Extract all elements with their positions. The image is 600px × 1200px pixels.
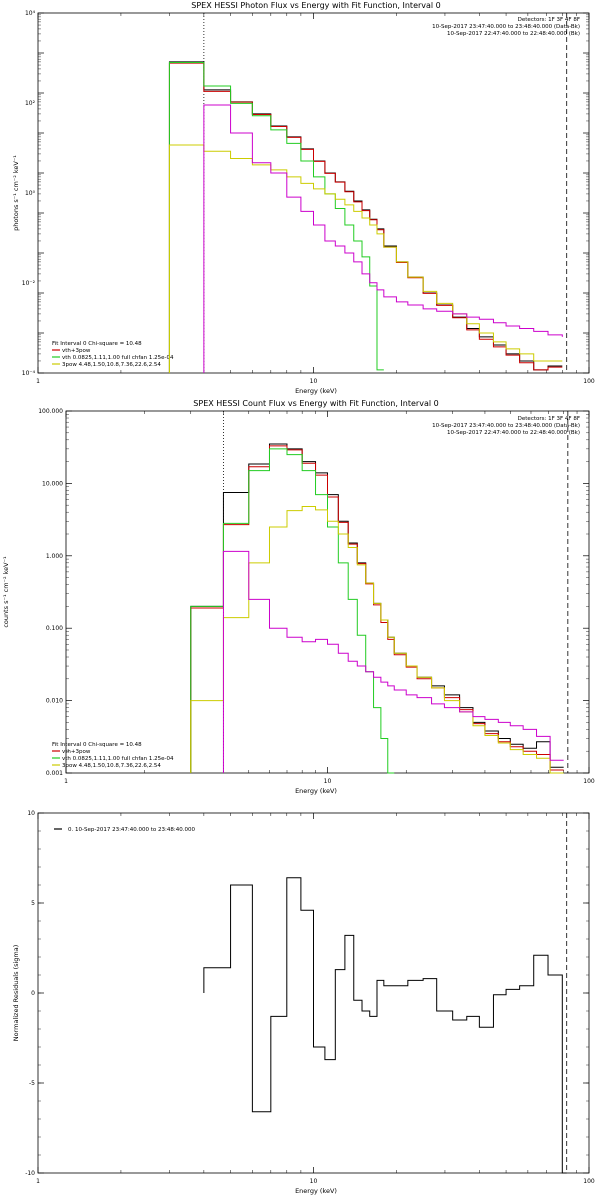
photon-chart-title: SPEX HESSI Photon Flux vs Energy with Fi…	[191, 1, 441, 10]
photon-x-tick-label: 100	[583, 378, 595, 385]
photon-y-tick-label: 10⁰	[25, 190, 36, 197]
count-x-tick-label: 100	[583, 778, 595, 785]
photon-legend-vth-label: vth 0.0825,1.11,1.00 full chfan 1.25e-04	[62, 355, 174, 361]
photon-fit-interval-label: Fit Interval 0 Chi-square = 10.48	[52, 341, 142, 347]
photon-y-tick-label: 10⁴	[25, 10, 36, 17]
residuals-y-tick-label: 10	[27, 810, 35, 817]
residuals-x-tick-label: 10	[310, 1178, 318, 1185]
photon-data-histogram-line	[168, 61, 563, 373]
count-y-tick-label: 0.100	[46, 625, 63, 632]
photon-plot-frame	[37, 12, 590, 374]
count-thermal-component-line	[190, 448, 395, 774]
count-legend-fit-label: vth+3pow	[62, 749, 91, 755]
count-x-axis-label: Energy (keV)	[295, 787, 337, 795]
count-y-tick-label: 0.001	[46, 770, 63, 777]
count-detectors-label: Detectors: 1F 3F 4F 8F	[518, 416, 580, 422]
count-y-tick-label: 1.000	[46, 553, 63, 560]
photon-legend-fit-label: vth+3pow	[62, 348, 91, 354]
count-y-axis-label: counts s⁻¹ cm⁻² keV⁻¹	[2, 556, 10, 628]
photon-y-tick-label: 10²	[25, 100, 36, 107]
count-flux-panel: SPEX HESSI Count Flux vs Energy with Fit…	[2, 399, 590, 795]
count-y-tick-label: 100.000	[38, 408, 63, 415]
count-y-tick-label: 0.010	[46, 698, 63, 705]
count-powerlaw-component-line	[190, 505, 564, 774]
count-x-tick-label: 10	[324, 778, 332, 785]
residuals-x-axis-label: Energy (keV)	[295, 1187, 337, 1195]
count-data-interval-label: 10-Sep-2017 23:47:40.000 to 23:48:40.000…	[432, 423, 580, 429]
photon-powerlaw-component-line	[168, 144, 563, 373]
photon-x-tick-label: 10	[310, 378, 318, 385]
residuals-x-tick-label: 100	[583, 1178, 595, 1185]
count-fit-interval-label: Fit Interval 0 Chi-square = 10.48	[52, 742, 142, 748]
photon-x-tick-label: 1	[36, 378, 40, 385]
count-plot-frame	[65, 410, 590, 774]
count-legend-vth-label: vth 0.0825,1.11,1.00 full chfan 1.25e-04	[62, 756, 174, 762]
count-background-line	[222, 550, 564, 773]
count-y-tick-label: 10.000	[42, 480, 63, 487]
residuals-y-tick-label: 0	[31, 990, 35, 997]
photon-bk-interval-label: 10-Sep-2017 22:47:40.000 to 22:48:40.000…	[447, 31, 580, 37]
residuals-panel: 0. 10-Sep-2017 23:47:40.000 to 23:48:40.…	[12, 812, 590, 1195]
count-total-fit-line	[190, 445, 564, 773]
residuals-y-tick-label: -5	[29, 1080, 35, 1087]
photon-y-tick-label: 10⁻²	[22, 280, 36, 287]
residuals-legend-label: 0. 10-Sep-2017 23:47:40.000 to 23:48:40.…	[68, 827, 195, 833]
residuals-y-tick-label: 5	[31, 900, 35, 907]
photon-detectors-label: Detectors: 1F 3F 4F 8F	[518, 17, 580, 23]
count-chart-title: SPEX HESSI Count Flux vs Energy with Fit…	[193, 399, 438, 408]
count-bk-interval-label: 10-Sep-2017 22:47:40.000 to 22:48:40.000…	[447, 430, 580, 436]
photon-legend-3pow-label: 3pow 4.48,1.50,10.8,7.36,22.6,2.54	[62, 362, 161, 368]
photon-background-line	[203, 104, 563, 373]
photon-y-tick-label: 10⁻⁴	[22, 370, 36, 377]
photon-data-interval-label: 10-Sep-2017 23:47:40.000 to 23:48:40.000…	[432, 24, 580, 30]
residuals-y-tick-label: -10	[25, 1170, 35, 1177]
count-data-histogram-line	[190, 443, 564, 773]
photon-x-axis-label: Energy (keV)	[295, 387, 337, 395]
photon-total-fit-line	[168, 62, 563, 373]
residuals-x-tick-label: 1	[36, 1178, 40, 1185]
count-x-tick-label: 1	[64, 778, 68, 785]
count-legend-3pow-label: 3pow 4.48,1.50,10.8,7.36,22.6,2.54	[62, 763, 161, 769]
photon-thermal-component-line	[168, 61, 384, 373]
residuals-residual-histogram-line	[203, 877, 567, 1174]
residuals-y-axis-label: Normalized Residuals (sigma)	[12, 945, 20, 1042]
photon-y-axis-label: photons s⁻¹ cm⁻² keV⁻¹	[12, 155, 20, 231]
